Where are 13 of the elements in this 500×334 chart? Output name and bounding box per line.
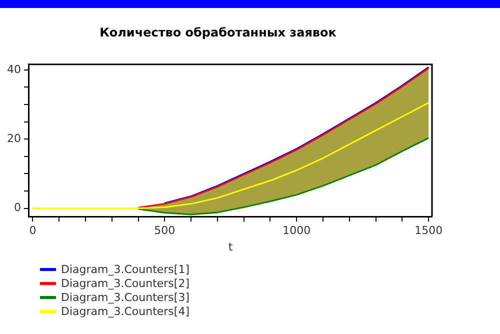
x-tick-label: 500 xyxy=(154,224,176,238)
chart-title: Количество обработанных заявок xyxy=(100,25,336,40)
x-tick-label: 1000 xyxy=(282,224,311,238)
x-axis-title: t xyxy=(228,240,234,254)
y-tick-label: 40 xyxy=(6,62,21,76)
x-tick-label: 0 xyxy=(29,224,36,238)
y-tick-label: 0 xyxy=(14,201,21,214)
y-tick-label: 20 xyxy=(6,132,21,145)
legend-label: Diagram_3.Counters[4] xyxy=(61,304,190,318)
legend-label: Diagram_3.Counters[1] xyxy=(61,262,190,276)
legend-label: Diagram_3.Counters[2] xyxy=(61,276,190,290)
x-tick-label: 1500 xyxy=(414,224,443,238)
legend-label: Diagram_3.Counters[3] xyxy=(61,290,190,304)
